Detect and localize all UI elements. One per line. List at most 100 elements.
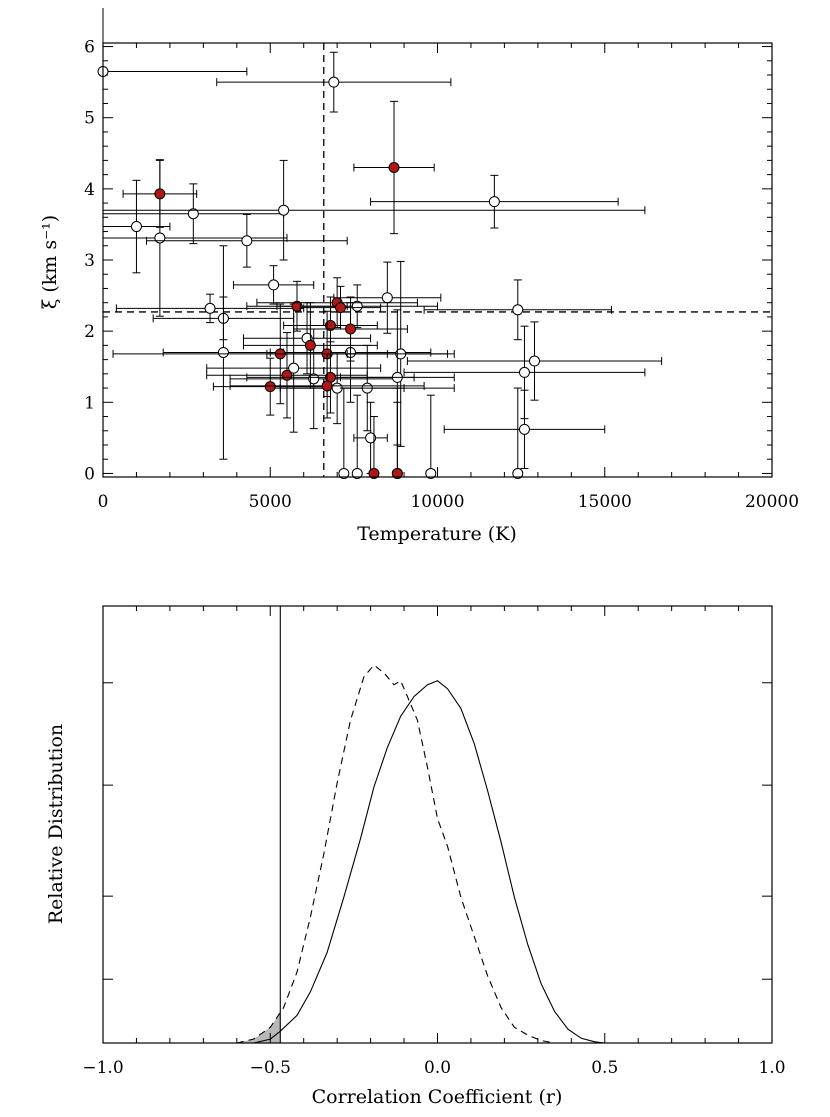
data-point-open bbox=[162, 245, 285, 460]
y-tick-label: 6 bbox=[84, 38, 95, 58]
data-point-open bbox=[406, 321, 663, 401]
bottom-x-tick-labels: −1.0 −0.5 0.0 0.5 1.0 bbox=[82, 1058, 785, 1078]
marker-open bbox=[518, 366, 530, 378]
y-tick-label: 3 bbox=[84, 251, 95, 271]
marker-open bbox=[518, 423, 530, 435]
x-tick-label: 0 bbox=[98, 492, 109, 512]
data-point-open bbox=[102, 179, 171, 274]
data-point-filled bbox=[122, 159, 198, 228]
top-x-axis-title: Temperature (K) bbox=[357, 523, 517, 545]
x-tick-label: −1.0 bbox=[82, 1058, 123, 1078]
marker-open bbox=[217, 346, 229, 358]
marker-open bbox=[328, 76, 340, 88]
marker-open bbox=[425, 467, 437, 479]
x-tick-label: 20000 bbox=[745, 492, 799, 512]
marker-open bbox=[488, 196, 500, 208]
bottom-y-axis-title: Relative Distribution bbox=[45, 724, 67, 924]
x-tick-label: 10000 bbox=[410, 492, 464, 512]
distribution-curve-solid bbox=[253, 680, 605, 1044]
data-point-open bbox=[206, 303, 382, 433]
x-tick-label: 0.5 bbox=[591, 1058, 618, 1078]
marker-open bbox=[338, 467, 350, 479]
data-point-open bbox=[145, 213, 348, 268]
y-tick-label: 0 bbox=[84, 464, 95, 484]
bottom-plot-frame bbox=[102, 605, 773, 1044]
y-tick-label: 4 bbox=[84, 180, 95, 200]
data-point-open bbox=[353, 401, 388, 474]
temperature-scatter-panel: 0 5000 10000 15000 20000 0 1 2 3 4 5 6 Temperature… bbox=[39, 8, 799, 545]
data-point-open bbox=[242, 302, 372, 375]
marker-open bbox=[351, 300, 363, 312]
marker-open bbox=[529, 355, 541, 367]
top-y-axis-title: ξ (km s⁻¹) bbox=[39, 215, 61, 309]
data-point-filled bbox=[212, 357, 328, 416]
data-point-filled bbox=[353, 100, 435, 235]
data-point-open bbox=[102, 183, 285, 245]
marker-open bbox=[278, 204, 290, 216]
marker-open bbox=[241, 235, 253, 247]
data-point-open bbox=[333, 261, 442, 334]
x-tick-label: 15000 bbox=[578, 492, 632, 512]
marker-filled bbox=[388, 162, 400, 174]
marker-filled bbox=[391, 467, 403, 479]
marker-filled bbox=[291, 300, 303, 312]
marker-filled bbox=[324, 319, 336, 331]
data-point-filled bbox=[293, 296, 408, 362]
y-tick-label: 2 bbox=[84, 322, 95, 342]
data-point-filled bbox=[299, 285, 382, 330]
data-point-open bbox=[425, 394, 437, 479]
marker-open bbox=[288, 362, 300, 374]
marker-filled bbox=[334, 302, 346, 314]
data-point-open bbox=[102, 159, 288, 317]
top-axis-ticks bbox=[102, 43, 773, 477]
x-tick-label: −0.5 bbox=[250, 1058, 291, 1078]
data-point-open bbox=[269, 351, 405, 425]
marker-open bbox=[308, 373, 320, 385]
data-point-open bbox=[102, 159, 646, 261]
data-point-open bbox=[443, 389, 606, 469]
marker-open bbox=[512, 467, 524, 479]
marker-filled bbox=[264, 381, 276, 393]
marker-open bbox=[154, 232, 166, 244]
bottom-x-axis-title: Correlation Coefficient (r) bbox=[312, 1086, 563, 1108]
correlation-distribution-panel: −1.0 −0.5 0.0 0.5 1.0 Correlation Coefficien… bbox=[45, 605, 786, 1108]
marker-filled bbox=[345, 323, 357, 335]
marker-open bbox=[130, 221, 142, 233]
marker-open bbox=[365, 432, 377, 444]
y-tick-label: 1 bbox=[84, 393, 95, 413]
data-point-open bbox=[338, 387, 350, 479]
marker-filled bbox=[281, 369, 293, 381]
marker-filled bbox=[154, 188, 166, 200]
top-x-tick-labels: 0 5000 10000 15000 20000 bbox=[98, 492, 799, 512]
scatter-points bbox=[97, 51, 663, 479]
x-tick-label: 1.0 bbox=[758, 1058, 785, 1078]
marker-filled bbox=[368, 467, 380, 479]
bottom-axis-ticks bbox=[102, 606, 773, 1043]
data-point-open bbox=[115, 293, 305, 324]
data-point-open bbox=[97, 65, 248, 77]
x-tick-label: 5000 bbox=[249, 492, 292, 512]
data-point-open bbox=[370, 174, 619, 229]
data-point-filled bbox=[229, 353, 425, 419]
data-point-open bbox=[232, 265, 315, 305]
marker-filled bbox=[321, 380, 333, 392]
marker-open bbox=[268, 279, 280, 291]
marker-open bbox=[187, 208, 199, 220]
top-y-tick-labels: 0 1 2 3 4 5 6 bbox=[84, 38, 95, 485]
data-point-filled bbox=[283, 296, 378, 355]
marker-filled bbox=[304, 339, 316, 351]
shaded-tail-area bbox=[236, 1012, 281, 1043]
data-point-filled bbox=[242, 302, 378, 389]
data-point-open bbox=[423, 279, 612, 341]
marker-open bbox=[204, 302, 216, 314]
top-plot-frame bbox=[102, 42, 773, 478]
data-point-open bbox=[216, 51, 452, 113]
y-tick-label: 5 bbox=[84, 109, 95, 129]
marker-open bbox=[351, 467, 363, 479]
data-point-filled bbox=[391, 401, 403, 479]
distribution-curve-dashed bbox=[236, 664, 555, 1044]
data-point-filled bbox=[368, 416, 380, 479]
marker-open bbox=[381, 292, 393, 304]
data-point-filled bbox=[246, 341, 415, 414]
